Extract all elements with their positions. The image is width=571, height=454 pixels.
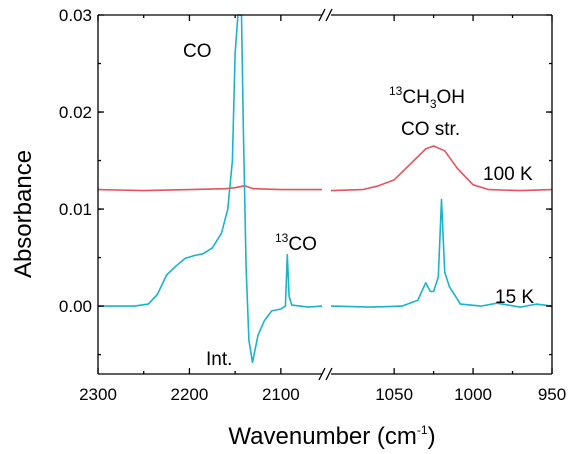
x-tick-label-0-1: 2200 — [171, 385, 209, 404]
label-15k: 15 K — [495, 287, 534, 308]
y-tick-label-1: 0.01 — [59, 200, 92, 219]
series-15k-segment-2 — [330, 198, 553, 308]
axis-break-mark-bottom-1 — [318, 367, 326, 381]
annotation-13co: 13CO — [275, 231, 317, 255]
y-tick-label-0: 0.00 — [59, 297, 92, 316]
x-axis-title: Wavenumber (cm-1) — [228, 423, 435, 450]
annotation-int: Int. — [206, 349, 232, 370]
annotation-13co-sup: 13 — [275, 231, 289, 245]
y-tick-label-2: 0.02 — [59, 103, 92, 122]
x-axis-title-sup: -1 — [417, 423, 428, 437]
axis-break-gap-bottom — [322, 367, 331, 381]
x-axis-title-main: Wavenumber (cm — [228, 423, 416, 450]
x-tick-label-1-2: 950 — [538, 385, 566, 404]
x-tick-label-0-2: 2100 — [262, 385, 300, 404]
labels-layer: 0.00 0.01 0.02 0.03 2300 2200 2100 1050 1000 950 — [59, 6, 566, 404]
annotation-13ch3oh-sup: 13 — [389, 84, 403, 98]
data-layer — [97, 14, 553, 364]
x-axis-title-close: ) — [428, 423, 436, 450]
axis-break-mark-top-1 — [318, 8, 326, 22]
axis-break-gap-top — [322, 8, 331, 22]
series-100k-segment-2 — [330, 145, 553, 192]
axes-layer — [97, 8, 553, 381]
annotation-13co-base: CO — [288, 234, 317, 255]
annotation-13ch3oh-sub: 3 — [430, 97, 437, 111]
x-tick-label-1-1: 1000 — [454, 385, 492, 404]
annotation-13ch3oh-oh: OH — [437, 87, 466, 108]
x-tick-label-1-0: 1050 — [375, 385, 413, 404]
annotation-co: CO — [183, 41, 212, 62]
annotation-13ch3oh: 13CH3OH — [389, 84, 465, 111]
label-100k: 100 K — [483, 164, 533, 185]
y-tick-label-3: 0.03 — [59, 6, 92, 25]
y-axis-title: Absorbance — [10, 150, 37, 278]
axis-break-mark-top-2 — [325, 8, 333, 22]
axis-break-mark-bottom-2 — [325, 367, 333, 381]
annotation-13ch3oh-ch: CH — [402, 87, 429, 108]
series-100k-segment-1 — [97, 185, 322, 192]
annotation-co-str: CO str. — [401, 119, 460, 140]
x-tick-label-0-0: 2300 — [79, 385, 117, 404]
